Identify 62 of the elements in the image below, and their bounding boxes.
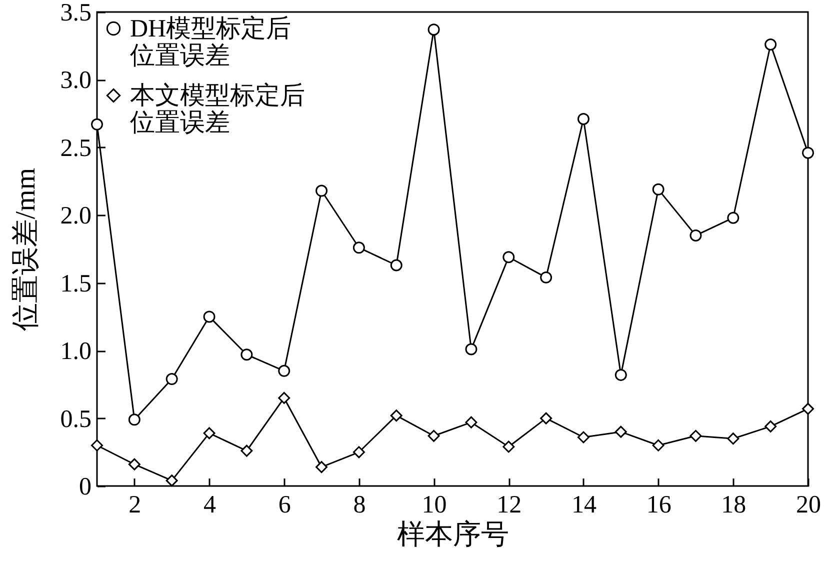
point: [577, 113, 590, 125]
point: [128, 414, 140, 426]
point: [540, 271, 552, 284]
point: [540, 412, 552, 424]
legend-label: 本文模型标定后位置误差: [130, 82, 305, 136]
point: [428, 430, 440, 442]
y-tick-label: 3.5: [60, 0, 92, 26]
point: [614, 426, 627, 438]
y-tick-label: 0: [79, 474, 92, 500]
point: [465, 343, 478, 356]
y-tick-label: 2.0: [60, 202, 92, 230]
point: [390, 410, 402, 422]
point: [316, 184, 328, 197]
point: [166, 474, 178, 487]
point: [652, 183, 664, 196]
point: [352, 242, 365, 254]
point: [502, 440, 515, 453]
x-tick-label: 2: [128, 492, 142, 518]
point: [203, 310, 216, 323]
y-tick-label: 2.5: [60, 134, 92, 162]
point: [802, 402, 814, 415]
point: [91, 118, 103, 130]
x-tick-label: 10: [422, 492, 447, 518]
y-tick-label: 0.5: [60, 406, 92, 433]
point: [690, 430, 702, 442]
y-tick-label: 1.5: [60, 270, 92, 298]
y-tick-label: 3.0: [60, 67, 92, 94]
point: [502, 251, 515, 264]
y-axis-title: 位置误差/mm: [10, 168, 42, 332]
point: [577, 431, 590, 444]
y-tick-label: 1.0: [60, 338, 92, 366]
point: [652, 439, 664, 452]
point: [764, 38, 777, 50]
point: [240, 444, 253, 457]
x-tick-label: 12: [496, 492, 522, 518]
x-tick-label: 6: [278, 492, 291, 518]
point: [614, 368, 627, 381]
point: [727, 212, 740, 224]
legend-label: DH模型标定后位置误差: [130, 14, 292, 70]
point: [316, 461, 328, 474]
point: [764, 420, 777, 432]
point: [203, 427, 216, 440]
point: [390, 259, 402, 272]
x-tick-label: 20: [796, 492, 821, 518]
point: [727, 432, 740, 445]
x-tick-label: 16: [646, 492, 672, 518]
point: [128, 458, 140, 470]
point: [465, 416, 478, 428]
x-axis-title: 样本序号: [397, 520, 509, 550]
point: [278, 364, 290, 377]
point: [428, 24, 440, 36]
point: [278, 392, 290, 404]
x-tick-label: 8: [353, 492, 366, 518]
point: [802, 146, 814, 159]
point: [166, 373, 178, 385]
point: [91, 439, 103, 452]
point: [352, 446, 365, 458]
x-tick-label: 14: [571, 492, 597, 518]
x-tick-label: 18: [721, 492, 746, 518]
point: [690, 229, 702, 242]
point: [240, 348, 253, 361]
x-tick-label: 4: [204, 492, 217, 518]
